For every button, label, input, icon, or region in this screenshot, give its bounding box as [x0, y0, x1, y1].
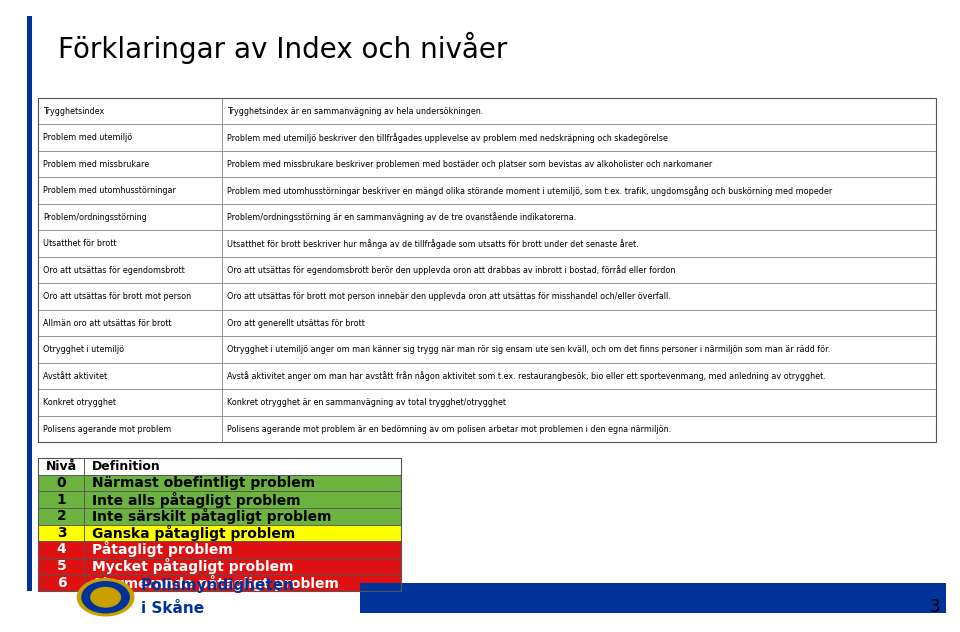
Bar — [223, 151, 936, 178]
Bar — [223, 98, 936, 125]
Bar — [38, 283, 223, 310]
Text: Konkret otrygghet är en sammanvägning av total trygghet/otrygghet: Konkret otrygghet är en sammanvägning av… — [228, 398, 506, 407]
Text: Utsatthet för brott beskriver hur många av de tillfrågade som utsatts för brott : Utsatthet för brott beskriver hur många … — [228, 239, 638, 248]
Bar — [84, 574, 401, 591]
Circle shape — [82, 581, 130, 613]
Text: Alarmerande påtagligt problem: Alarmerande påtagligt problem — [92, 574, 339, 591]
Text: Avstått aktivitet: Avstått aktivitet — [43, 372, 108, 380]
Bar — [38, 541, 84, 557]
Bar — [38, 557, 84, 574]
Bar — [84, 508, 401, 525]
Text: Utsatthet för brott: Utsatthet för brott — [43, 239, 117, 248]
Circle shape — [91, 588, 120, 607]
Text: Ganska påtagligt problem: Ganska påtagligt problem — [92, 525, 296, 541]
Bar — [223, 125, 936, 151]
Bar — [223, 389, 936, 416]
Text: 2: 2 — [57, 509, 66, 523]
Bar — [223, 204, 936, 231]
Bar — [38, 458, 84, 475]
Text: Definition: Definition — [92, 460, 161, 473]
Bar — [38, 125, 223, 151]
Bar — [38, 389, 223, 416]
Bar — [38, 231, 223, 257]
Bar — [38, 363, 223, 389]
Text: 3: 3 — [57, 526, 66, 540]
Text: Förklaringar av Index och nivåer: Förklaringar av Index och nivåer — [58, 32, 507, 64]
Text: Problem med missbrukare beskriver problemen med bostäder och platser som bevista: Problem med missbrukare beskriver proble… — [228, 160, 712, 169]
Bar — [223, 416, 936, 442]
Bar — [38, 310, 223, 336]
Text: Oro att generellt utsättas för brott: Oro att generellt utsättas för brott — [228, 319, 365, 327]
Bar — [38, 204, 223, 231]
Bar — [84, 541, 401, 557]
Bar — [38, 336, 223, 363]
Text: Oro att utsättas för brott mot person innebär den upplevda oron att utsättas för: Oro att utsättas för brott mot person in… — [228, 292, 671, 301]
Text: 1: 1 — [57, 493, 66, 507]
Bar — [38, 574, 84, 591]
Bar — [84, 475, 401, 492]
Text: Inte alls påtagligt problem: Inte alls påtagligt problem — [92, 492, 300, 507]
Bar — [223, 363, 936, 389]
Text: Otrygghet i utemiljö anger om man känner sig trygg när man rör sig ensam ute sen: Otrygghet i utemiljö anger om man känner… — [228, 345, 830, 354]
Text: Närmast obefintligt problem: Närmast obefintligt problem — [92, 476, 315, 490]
Bar — [84, 492, 401, 508]
Circle shape — [78, 579, 133, 616]
Bar — [38, 98, 223, 125]
Bar — [38, 525, 84, 541]
Bar — [223, 283, 936, 310]
Text: 0: 0 — [57, 476, 66, 490]
Bar — [223, 310, 936, 336]
Bar — [38, 178, 223, 204]
Text: 3: 3 — [930, 599, 941, 616]
Text: Avstå aktivitet anger om man har avstått från någon aktivitet som t.ex. restaura: Avstå aktivitet anger om man har avstått… — [228, 371, 826, 381]
Bar — [38, 98, 936, 442]
Text: Problem/ordningsstörning är en sammanvägning av de tre ovanstående indikatorerna: Problem/ordningsstörning är en sammanväg… — [228, 212, 576, 222]
Text: Trygghetsindex: Trygghetsindex — [43, 107, 105, 116]
Text: i Skåne: i Skåne — [140, 601, 204, 616]
Text: Påtagligt problem: Påtagligt problem — [92, 542, 233, 557]
Bar — [38, 492, 84, 508]
Text: Problem med utomhusstörningar: Problem med utomhusstörningar — [43, 186, 176, 195]
Bar — [360, 583, 946, 613]
Bar — [223, 257, 936, 283]
Bar — [223, 178, 936, 204]
Text: 4: 4 — [57, 542, 66, 556]
Text: Otrygghet i utemiljö: Otrygghet i utemiljö — [43, 345, 125, 354]
Bar — [27, 16, 32, 591]
Text: Problem med missbrukare: Problem med missbrukare — [43, 160, 150, 169]
Text: Oro att utsättas för brott mot person: Oro att utsättas för brott mot person — [43, 292, 191, 301]
Bar — [38, 416, 223, 442]
Text: 6: 6 — [57, 576, 66, 590]
Bar — [38, 508, 84, 525]
Text: Oro att utsättas för egendomsbrott: Oro att utsättas för egendomsbrott — [43, 265, 185, 275]
Text: Allmän oro att utsättas för brott: Allmän oro att utsättas för brott — [43, 319, 172, 327]
Text: Oro att utsättas för egendomsbrott berör den upplevda oron att drabbas av inbrot: Oro att utsättas för egendomsbrott berör… — [228, 265, 676, 275]
Text: Konkret otrygghet: Konkret otrygghet — [43, 398, 116, 407]
Bar — [223, 336, 936, 363]
Text: Polismyndigheten: Polismyndigheten — [140, 578, 295, 593]
Text: 5: 5 — [57, 559, 66, 573]
Text: Problem med utemiljö: Problem med utemiljö — [43, 133, 132, 142]
Bar — [38, 475, 84, 492]
Text: Trygghetsindex är en sammanvägning av hela undersökningen.: Trygghetsindex är en sammanvägning av he… — [228, 107, 484, 116]
Bar — [84, 525, 401, 541]
Bar — [38, 257, 223, 283]
Bar — [38, 458, 401, 591]
Text: Polisens agerande mot problem: Polisens agerande mot problem — [43, 425, 172, 434]
Text: Problem/ordningsstörning: Problem/ordningsstörning — [43, 213, 147, 222]
Text: Nivå: Nivå — [46, 460, 77, 473]
Text: Inte särskilt påtagligt problem: Inte särskilt påtagligt problem — [92, 508, 331, 525]
Text: Polisens agerande mot problem är en bedömning av om polisen arbetar mot probleme: Polisens agerande mot problem är en bedö… — [228, 425, 671, 434]
Bar — [223, 231, 936, 257]
Text: Problem med utomhusstörningar beskriver en mängd olika störande moment i utemilj: Problem med utomhusstörningar beskriver … — [228, 186, 832, 196]
Text: Problem med utemiljö beskriver den tillfrågades upplevelse av problem med nedskr: Problem med utemiljö beskriver den tillf… — [228, 133, 668, 143]
Bar — [38, 151, 223, 178]
Text: Mycket påtagligt problem: Mycket påtagligt problem — [92, 558, 294, 574]
Bar — [84, 557, 401, 574]
Bar — [84, 458, 401, 475]
